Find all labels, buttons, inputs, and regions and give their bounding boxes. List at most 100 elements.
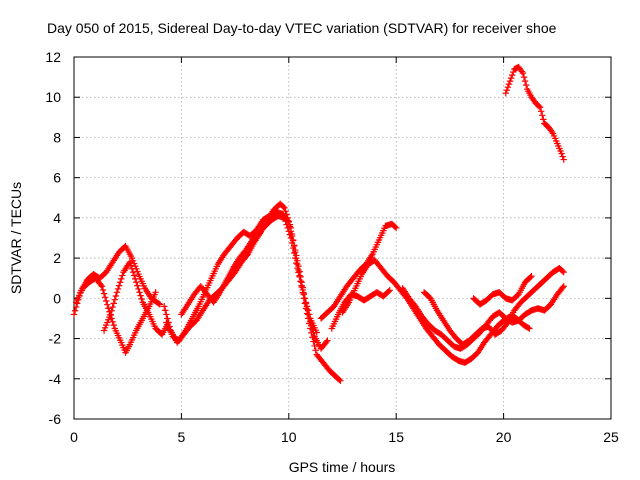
data-point (560, 283, 567, 290)
y-tick-label: -2 (49, 331, 62, 347)
data-point (535, 103, 543, 110)
data-point (127, 262, 135, 269)
data-point (286, 231, 294, 238)
y-tick-label: -6 (49, 411, 62, 427)
data-point (536, 104, 544, 111)
data-point (527, 274, 534, 281)
data-point (135, 285, 142, 293)
plot-frame (73, 56, 612, 420)
data-point (302, 299, 310, 306)
data-point (337, 377, 344, 384)
series-arc-2 (72, 275, 159, 356)
data-series (70, 63, 567, 384)
data-point (118, 275, 125, 283)
data-point (301, 295, 309, 302)
data-point (324, 337, 331, 344)
data-point (537, 108, 545, 115)
data-point (296, 273, 303, 281)
x-axis: 0 5 10 15 20 25 (70, 57, 619, 445)
series-arc-11 (420, 264, 567, 348)
data-point (540, 116, 547, 123)
data-point (526, 325, 533, 332)
data-point (504, 83, 512, 91)
data-point (281, 204, 288, 212)
data-point (70, 311, 78, 318)
data-point (560, 156, 567, 163)
data-point (293, 259, 300, 267)
data-point (152, 289, 159, 296)
y-tick-label: 4 (53, 210, 61, 226)
data-point (282, 207, 289, 215)
data-point (521, 77, 529, 85)
data-point (294, 264, 301, 272)
data-point (136, 289, 143, 296)
data-point (386, 287, 393, 294)
series-arc-5 (163, 208, 331, 352)
data-point (162, 307, 169, 314)
data-point (290, 249, 298, 257)
data-point (559, 267, 566, 275)
y-tick-label: 12 (45, 49, 61, 65)
data-point (287, 234, 295, 242)
series-arc-12 (470, 273, 535, 308)
data-point (385, 288, 392, 295)
data-point (163, 311, 170, 318)
y-tick-label: -4 (49, 371, 62, 387)
data-point (528, 273, 535, 280)
data-point (161, 303, 168, 310)
data-point (99, 286, 107, 294)
data-point (71, 307, 79, 314)
data-point (539, 112, 546, 119)
y-tick-label: 2 (53, 250, 61, 266)
data-point (130, 272, 138, 279)
data-point (502, 90, 509, 97)
data-point (292, 254, 299, 262)
data-point (111, 296, 119, 303)
data-point (391, 223, 399, 231)
data-point (297, 278, 304, 285)
data-point (312, 347, 319, 354)
data-point (510, 68, 517, 76)
x-tick-label: 25 (603, 429, 619, 445)
data-point (110, 321, 117, 329)
data-point (559, 284, 566, 291)
data-point (114, 285, 122, 293)
series-arc-7 (317, 220, 400, 322)
series-arc-4 (161, 200, 344, 384)
chart-title: Day 050 of 2015, Sidereal Day-to-day VTE… (47, 20, 557, 36)
y-tick-label: 0 (53, 290, 61, 306)
data-point (508, 71, 516, 79)
data-point (98, 283, 106, 290)
series-arc-6 (178, 212, 320, 336)
data-point (522, 81, 530, 89)
data-point (115, 282, 123, 289)
data-point (105, 305, 112, 312)
series-arc-13 (502, 63, 567, 163)
data-point (116, 279, 124, 286)
data-point (126, 258, 134, 266)
data-point (108, 307, 115, 314)
data-point (109, 303, 116, 311)
data-point (164, 315, 171, 322)
series-arc-10 (399, 283, 567, 352)
data-point (303, 303, 311, 310)
x-tick-label: 15 (388, 429, 404, 445)
data-point (336, 376, 343, 383)
data-point (155, 300, 163, 307)
y-tick-label: 8 (53, 129, 61, 145)
data-point (559, 153, 566, 160)
data-point (128, 265, 136, 273)
data-point (518, 68, 526, 75)
data-point (300, 291, 308, 298)
grid (74, 57, 611, 419)
data-point (298, 282, 305, 289)
data-point (280, 203, 287, 211)
data-point (304, 307, 312, 314)
data-point (113, 289, 121, 296)
data-point (285, 228, 292, 235)
y-axis-label: SDTVAR / TECUs (8, 182, 24, 294)
data-point (311, 342, 318, 350)
data-point (138, 295, 145, 303)
data-point (97, 281, 105, 289)
